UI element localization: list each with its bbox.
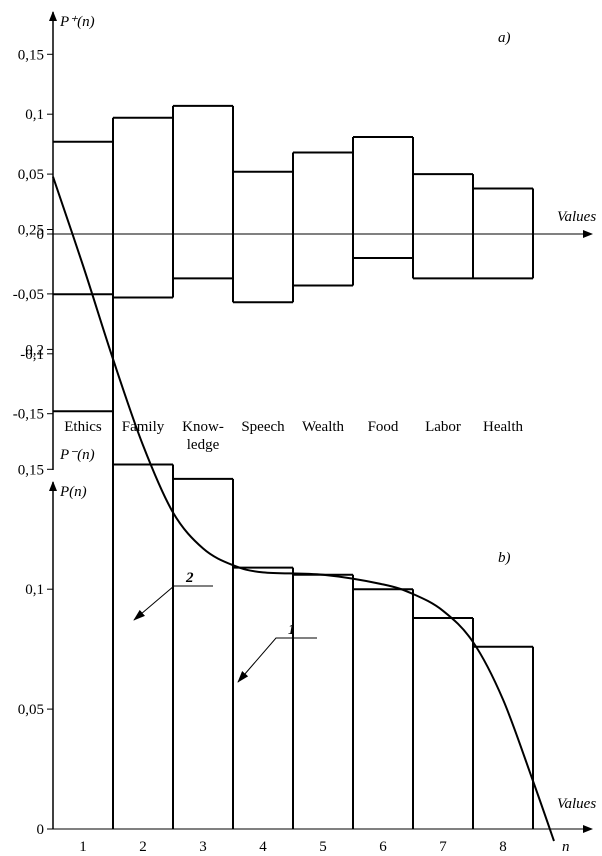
- chart-b-curve: [52, 176, 555, 842]
- chart-a-y-tick-label: 0,1: [25, 107, 44, 123]
- chart-a-category-label: Labor: [425, 419, 461, 435]
- chart-a-y-tick-label: -0,05: [13, 287, 44, 303]
- annotation-2: 2: [133, 570, 213, 621]
- chart-b-y-tick-label: 0,2: [25, 342, 44, 358]
- chart-a-ylabel-top: P⁺(n): [59, 14, 95, 30]
- annotation-2-leader: [133, 585, 213, 621]
- chart-a-category-label: Ethics: [64, 419, 102, 435]
- chart-a-y-tick-label: 0: [37, 227, 45, 243]
- chart-b-xlabel: n: [562, 839, 570, 855]
- chart-a-category-label: Health: [483, 419, 523, 435]
- chart-b-category-label: 5: [319, 839, 327, 855]
- chart-a-category-label: Family: [122, 419, 165, 435]
- chart-a-category-label: Wealth: [302, 419, 345, 435]
- chart-a-category-label: Know-: [182, 419, 224, 435]
- chart-a-category-label: ledge: [187, 437, 220, 453]
- chart-b-y-tick-label: 0,05: [18, 702, 44, 718]
- chart-b-category-label: 2: [139, 839, 147, 855]
- chart-b-panel-label: b): [498, 550, 511, 566]
- chart-b-category-label: 7: [439, 839, 447, 855]
- chart-a: 0,15 0,1 0,05 0 -0,05 -0,1 -0,15 Ethics Family K…: [13, 11, 596, 470]
- chart-b-xlabel-arrow: Values: [557, 796, 596, 812]
- chart-b-category-label: 6: [379, 839, 387, 855]
- chart-b: 0 0,05 0,1 0,15 0,2 0,25 1 2 3 4 5 6 7 8 P(n) b) Val…: [18, 176, 596, 855]
- chart-a-ylabel-bottom: P⁻(n): [59, 447, 95, 463]
- chart-b-y-tick-label: 0,15: [18, 462, 44, 478]
- chart-b-category-label: 3: [199, 839, 207, 855]
- chart-b-category-label: 8: [499, 839, 507, 855]
- chart-a-y-tick-label: 0,05: [18, 167, 44, 183]
- chart-b-y-tick-label: 0,1: [25, 582, 44, 598]
- chart-b-y-tick-label: 0,25: [18, 223, 44, 239]
- annotation-1-leader: [237, 637, 317, 683]
- chart-a-y-tick-label: -0,1: [20, 347, 44, 363]
- annotation-1: 1: [237, 622, 317, 683]
- chart-b-y-tick-label: 0: [37, 822, 45, 838]
- annotation-1-label: 1: [288, 622, 296, 638]
- chart-a-category-label: Food: [368, 419, 399, 435]
- chart-b-ylabel: P(n): [59, 484, 87, 500]
- annotation-2-label: 2: [185, 570, 194, 586]
- chart-a-panel-label: a): [498, 30, 511, 46]
- chart-a-category-label: Speech: [241, 419, 285, 435]
- chart-a-y-tick-label: -0,15: [13, 407, 44, 423]
- chart-b-category-label: 1: [79, 839, 87, 855]
- chart-a-y-tick-label: 0,15: [18, 47, 44, 63]
- chart-b-category-label: 4: [259, 839, 267, 855]
- chart-a-xlabel: Values: [557, 209, 596, 225]
